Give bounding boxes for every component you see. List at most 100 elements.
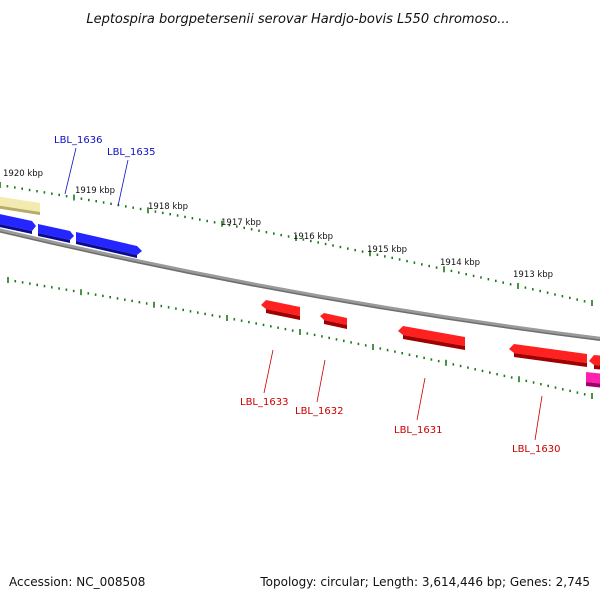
minor-tick xyxy=(423,356,425,360)
minor-tick xyxy=(384,255,386,258)
minor-tick xyxy=(102,201,105,204)
gene-label-lbl-1636[interactable]: LBL_1636 xyxy=(54,135,102,146)
minor-tick xyxy=(472,274,475,278)
minor-tick xyxy=(291,329,294,332)
tick-track xyxy=(0,182,593,399)
minor-tick xyxy=(524,286,527,289)
minor-tick xyxy=(487,278,490,281)
reverse-gene-labels: LBL_1633 LBL_1632 LBL_1631 LBL_1630 xyxy=(240,349,560,455)
minor-tick xyxy=(72,289,75,293)
minor-tick xyxy=(302,238,305,241)
gene-label-lbl-1633[interactable]: LBL_1633 xyxy=(240,397,288,408)
gene-arrow-reverse[interactable] xyxy=(261,300,300,320)
minor-tick xyxy=(324,242,327,246)
minor-tick xyxy=(184,215,186,219)
minor-tick xyxy=(480,276,482,279)
minor-tick xyxy=(6,185,9,188)
minor-tick xyxy=(458,271,460,274)
minor-tick xyxy=(546,291,549,294)
major-tick xyxy=(372,344,374,350)
minor-tick xyxy=(474,368,476,371)
leader-line xyxy=(534,395,543,441)
minor-tick xyxy=(236,225,238,228)
minor-tick xyxy=(502,281,504,284)
minor-tick xyxy=(162,211,164,215)
major-tick xyxy=(518,376,520,383)
gene-arrow-forward[interactable] xyxy=(0,213,36,234)
minor-tick xyxy=(416,355,418,358)
minor-tick xyxy=(561,295,564,298)
minor-tick xyxy=(437,359,440,363)
minor-tick xyxy=(88,198,90,202)
minor-tick xyxy=(58,193,60,197)
major-tick xyxy=(7,277,9,283)
major-tick xyxy=(299,329,301,335)
minor-tick xyxy=(132,206,134,209)
gene-label-lbl-1635[interactable]: LBL_1635 xyxy=(107,147,155,158)
major-tick xyxy=(73,194,75,201)
minor-tick xyxy=(321,335,323,338)
minor-tick xyxy=(175,307,177,310)
minor-tick xyxy=(110,202,112,205)
minor-tick xyxy=(406,259,408,263)
minor-tick xyxy=(197,311,199,314)
gene-arrow-forward[interactable] xyxy=(38,224,74,243)
gene-label-lbl-1632[interactable]: LBL_1632 xyxy=(295,406,343,417)
topology-summary: Topology: circular; Length: 3,614,446 bp… xyxy=(259,575,590,589)
minor-tick xyxy=(539,289,541,293)
magenta-feature[interactable] xyxy=(586,372,600,388)
minor-tick xyxy=(160,304,163,308)
minor-tick xyxy=(547,384,549,388)
minor-tick xyxy=(510,376,513,379)
gene-label-lbl-1630[interactable]: LBL_1630 xyxy=(512,444,560,455)
minor-tick xyxy=(273,232,275,235)
minor-tick xyxy=(280,233,282,237)
minor-tick xyxy=(421,263,423,266)
minor-tick xyxy=(233,318,236,321)
minor-tick xyxy=(413,261,416,264)
minor-tick xyxy=(109,296,111,299)
minor-tick xyxy=(452,363,455,366)
gene-arrow-reverse[interactable] xyxy=(509,344,587,367)
chromosome-backbone xyxy=(0,228,600,341)
minor-tick xyxy=(248,320,250,324)
gene-label-lbl-1631[interactable]: LBL_1631 xyxy=(394,425,442,436)
minor-tick xyxy=(43,191,46,194)
major-tick xyxy=(221,220,223,227)
chromosome-title: Leptospira borgpetersenii serovar Hardjo… xyxy=(86,12,509,27)
minor-tick xyxy=(36,283,38,287)
gene-arrow-forward[interactable] xyxy=(76,232,142,258)
accession-text: Accession: NC_008508 xyxy=(9,575,145,589)
minor-tick xyxy=(583,300,586,303)
minor-tick xyxy=(532,381,535,384)
minor-tick xyxy=(189,310,192,313)
minor-tick xyxy=(343,339,345,343)
minor-tick xyxy=(145,302,148,305)
gene-arrow-reverse[interactable] xyxy=(589,355,600,370)
minor-tick xyxy=(21,281,24,284)
major-tick xyxy=(147,207,149,214)
minor-tick xyxy=(328,336,330,340)
minor-tick xyxy=(569,296,571,300)
minor-tick xyxy=(218,315,221,318)
minor-tick xyxy=(554,386,557,389)
minor-tick xyxy=(287,235,290,238)
minor-tick xyxy=(58,287,60,290)
minor-tick xyxy=(350,341,352,344)
minor-tick xyxy=(139,207,142,211)
gene-arrow-reverse[interactable] xyxy=(320,313,347,329)
minor-tick xyxy=(14,280,17,283)
leader-line xyxy=(117,159,129,207)
minor-tick xyxy=(435,266,438,269)
minor-tick xyxy=(562,388,564,391)
yellow-feature[interactable] xyxy=(0,196,40,215)
gene-arrow-reverse[interactable] xyxy=(398,326,465,350)
minor-tick xyxy=(408,353,411,356)
minor-tick xyxy=(394,350,396,353)
minor-tick xyxy=(540,383,542,386)
minor-tick xyxy=(206,219,208,223)
minor-tick xyxy=(495,279,497,283)
minor-tick xyxy=(310,239,312,243)
minor-tick xyxy=(339,245,342,249)
minor-tick xyxy=(270,325,272,328)
